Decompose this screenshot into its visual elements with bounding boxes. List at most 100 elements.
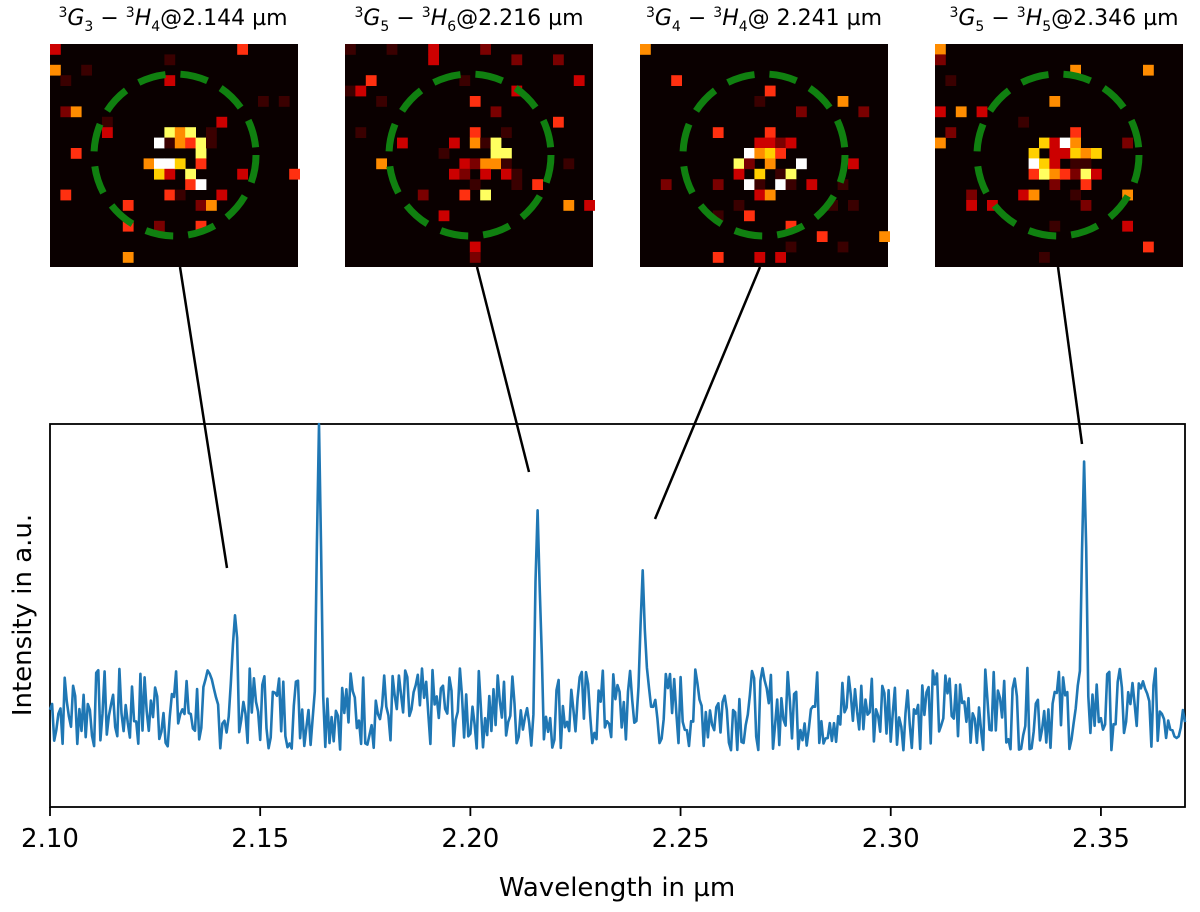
heatmap-pixel	[1028, 148, 1040, 159]
inset-1: 3G3 − 3H4@2.144 µm	[50, 5, 300, 569]
heatmap-pixel	[1018, 116, 1029, 128]
heatmap-pixel	[70, 148, 82, 159]
heatmap-pixel	[164, 158, 176, 170]
heatmap-pixel	[50, 44, 61, 55]
heatmap-pixel	[671, 75, 682, 86]
heatmap-pixel	[754, 189, 766, 201]
heatmap-pixel	[397, 137, 408, 149]
heatmap-pixel	[459, 75, 471, 86]
heatmap-pixel	[122, 220, 134, 232]
heatmap-pixel	[480, 168, 491, 180]
heatmap-pixel	[796, 106, 807, 118]
heatmap-pixel	[216, 189, 228, 201]
inset-3-heatmap	[640, 44, 890, 263]
heatmap-pixel	[164, 54, 176, 66]
heatmap-pixel	[501, 148, 512, 159]
heatmap-pixel	[50, 64, 61, 76]
heatmap-pixel	[744, 148, 755, 159]
heatmap-pixel	[733, 200, 745, 211]
heatmap-pixel	[1070, 158, 1081, 170]
heatmap-pixel	[1049, 179, 1061, 190]
inset-1-aperture-circle	[90, 70, 260, 240]
heatmap-pixel	[733, 158, 745, 170]
heatmap-pixel	[438, 210, 450, 222]
heatmap-pixel	[733, 168, 745, 180]
heatmap-pixel	[376, 96, 387, 107]
heatmap-pixel	[154, 137, 165, 149]
heatmap-pixel	[1059, 168, 1071, 180]
heatmap-pixel	[1080, 148, 1092, 159]
heatmap-pixel	[806, 179, 818, 190]
inset-2-heatmap	[345, 44, 595, 263]
heatmap-pixel	[206, 137, 217, 149]
heatmap-pixel	[785, 168, 797, 180]
heatmap-pixel	[185, 168, 196, 180]
heatmap-pixel	[955, 106, 967, 118]
heatmap-pixel	[469, 96, 481, 107]
heatmap-pixel	[469, 127, 481, 138]
heatmap-pixel	[1122, 220, 1133, 232]
heatmap-pixel	[102, 116, 113, 128]
heatmap-pixel	[164, 189, 176, 201]
heatmap-pixel	[195, 200, 207, 211]
heatmap-pixel	[785, 241, 797, 253]
heatmap-pixel	[764, 148, 776, 159]
heatmap-pixel	[185, 127, 196, 138]
heatmap-pixel	[532, 179, 543, 190]
heatmap-pixel	[511, 168, 523, 180]
heatmap-pixel	[816, 231, 828, 242]
heatmap-pixel	[945, 127, 957, 138]
heatmap-pixel	[1049, 148, 1061, 159]
heatmap-pixel	[1059, 137, 1071, 149]
x-tick-label: 2.15	[231, 824, 289, 854]
heatmap-pixel	[501, 127, 512, 138]
heatmap-pixel	[501, 168, 512, 180]
heatmap-pixel	[764, 127, 776, 138]
heatmap-pixel	[1049, 137, 1061, 149]
inset-3-title: 3G4 − 3H4@ 2.241 µm	[646, 5, 882, 35]
heatmap-pixel	[164, 75, 176, 86]
heatmap-pixel	[754, 252, 766, 263]
inset-1-title: 3G3 − 3H4@2.144 µm	[58, 5, 287, 35]
heatmap-pixel	[879, 231, 890, 242]
heatmap-pixel	[511, 179, 523, 190]
heatmap-pixel	[827, 200, 838, 211]
inset-panels: 3G3 − 3H4@2.144 µm 3G5 − 3H6@2.216 µm 3G…	[50, 5, 1183, 569]
inset-2: 3G5 − 3H6@2.216 µm	[345, 5, 595, 473]
x-tick-label: 2.30	[862, 824, 920, 854]
x-tick-label: 2.10	[21, 824, 79, 854]
heatmap-pixel	[237, 168, 248, 180]
heatmap-pixel	[1039, 168, 1050, 180]
heatmap-pixel	[386, 44, 398, 55]
heatmap-pixel	[1091, 168, 1102, 180]
spectrum-series	[48, 422, 1187, 752]
heatmap-pixel	[1049, 168, 1061, 180]
spectrum-line	[48, 422, 1187, 752]
heatmap-pixel	[1018, 189, 1029, 201]
heatmap-pixel	[744, 158, 755, 170]
heatmap-pixel	[164, 137, 176, 149]
heatmap-pixel	[584, 200, 595, 211]
heatmap-pixel	[122, 200, 134, 211]
heatmap-pixel	[744, 210, 755, 222]
heatmap-pixel	[122, 252, 134, 263]
inset-4-title: 3G5 − 3H5@2.346 µm	[949, 5, 1178, 35]
heatmap-pixel	[858, 106, 870, 118]
heatmap-pixel	[640, 44, 651, 55]
heatmap-pixel	[365, 75, 377, 86]
heatmap-pixel	[935, 44, 946, 55]
heatmap-pixel	[258, 96, 269, 107]
x-axis-label: Wavelength in µm	[499, 873, 735, 903]
heatmap-pixel	[848, 200, 859, 211]
heatmap-pixel	[712, 127, 724, 138]
heatmap-pixel	[837, 179, 849, 190]
x-tick-label: 2.25	[652, 824, 710, 854]
heatmap-pixel	[174, 137, 186, 149]
heatmap-pixel	[459, 168, 471, 180]
heatmap-pixel	[345, 44, 356, 55]
heatmap-pixel	[785, 179, 797, 190]
x-tick-label: 2.20	[441, 824, 499, 854]
heatmap-pixel	[848, 158, 859, 170]
heatmap-pixel	[164, 168, 176, 180]
heatmap-pixel	[563, 158, 575, 170]
